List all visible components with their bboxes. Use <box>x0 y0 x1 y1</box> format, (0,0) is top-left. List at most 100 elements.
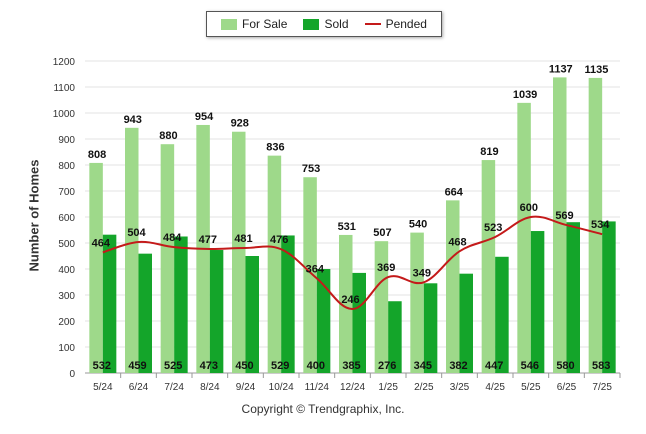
data-label-for-sale: 531 <box>338 221 356 233</box>
bar-sold <box>281 235 295 373</box>
y-tick-label: 0 <box>69 369 75 380</box>
x-tick-label: 1/25 <box>378 382 398 393</box>
x-tick-label: 2/25 <box>414 382 434 393</box>
bar-for-sale <box>517 102 531 374</box>
data-label-for-sale: 836 <box>266 142 284 154</box>
x-tick-label: 7/25 <box>592 382 612 393</box>
y-axis-label: Number of Homes <box>26 159 42 272</box>
y-tick-label: 1000 <box>53 109 76 120</box>
bar-for-sale <box>267 155 282 373</box>
bar-for-sale <box>160 144 175 373</box>
line-pended <box>102 215 603 311</box>
chart-legend: For Sale Sold Pended <box>206 11 442 37</box>
x-tick-label: 10/24 <box>269 382 294 393</box>
data-label-sold: 580 <box>556 360 574 372</box>
y-tick-label: 200 <box>58 317 75 328</box>
y-tick-label: 700 <box>58 187 75 198</box>
y-tick-label: 800 <box>58 161 75 172</box>
legend-item-for-sale[interactable]: For Sale <box>221 17 287 31</box>
data-label-pended: 484 <box>163 232 182 244</box>
x-tick-label: 8/24 <box>200 382 220 393</box>
legend-item-sold[interactable]: Sold <box>303 17 349 31</box>
data-label-for-sale: 1137 <box>549 63 573 75</box>
data-label-pended: 600 <box>520 202 538 214</box>
bar-for-sale <box>588 77 603 374</box>
bar-sold <box>316 269 331 373</box>
data-label-pended: 477 <box>199 234 217 246</box>
data-label-for-sale: 808 <box>88 149 106 161</box>
data-label-sold: 583 <box>592 360 610 372</box>
bar-for-sale <box>410 232 424 373</box>
bar-for-sale <box>232 131 246 373</box>
bar-for-sale <box>125 127 139 373</box>
bar-sold <box>388 301 402 373</box>
data-label-sold: 525 <box>164 360 182 372</box>
legend-label-pended: Pended <box>385 17 427 31</box>
data-label-sold: 473 <box>200 360 218 372</box>
data-label-sold: 276 <box>378 360 396 372</box>
bar-for-sale <box>553 77 567 373</box>
bar-for-sale <box>446 200 460 373</box>
data-label-for-sale: 507 <box>373 227 391 239</box>
data-label-pended: 534 <box>591 219 610 231</box>
bar-sold <box>174 236 188 373</box>
legend-label-sold: Sold <box>324 17 349 31</box>
data-label-for-sale: 753 <box>302 163 320 175</box>
bar-sold <box>102 234 117 373</box>
y-tick-label: 1200 <box>53 57 76 68</box>
data-label-for-sale: 664 <box>445 186 464 198</box>
bar-sold <box>459 273 473 373</box>
data-label-pended: 504 <box>127 227 146 239</box>
y-tick-label: 900 <box>58 135 75 146</box>
bar-sold <box>423 283 438 373</box>
data-label-pended: 481 <box>234 233 252 245</box>
legend-swatch-pended <box>364 23 381 25</box>
data-label-pended: 349 <box>413 267 431 279</box>
data-label-for-sale: 1039 <box>513 89 537 101</box>
bar-for-sale <box>303 177 317 373</box>
x-tick-label: 6/24 <box>129 382 149 393</box>
data-label-pended: 369 <box>377 262 395 274</box>
data-label-sold: 450 <box>235 360 253 372</box>
data-label-pended: 476 <box>270 234 288 246</box>
x-tick-label: 4/25 <box>485 382 505 393</box>
y-tick-label: 500 <box>58 239 75 250</box>
legend-swatch-for-sale <box>221 18 238 30</box>
legend-item-pended[interactable]: Pended <box>364 17 427 31</box>
data-label-sold: 447 <box>485 360 503 372</box>
data-label-pended: 364 <box>306 263 325 275</box>
data-label-for-sale: 540 <box>409 219 427 231</box>
bar-for-sale <box>374 241 389 373</box>
bar-sold <box>530 231 545 373</box>
bar-for-sale <box>481 160 496 373</box>
bar-for-sale <box>89 162 103 373</box>
x-tick-label: 9/24 <box>236 382 256 393</box>
bar-sold <box>209 250 224 373</box>
bar-sold <box>138 253 152 373</box>
bar-for-sale <box>339 234 353 373</box>
y-tick-label: 600 <box>58 213 75 224</box>
bar-sold <box>566 222 580 373</box>
data-label-pended: 468 <box>448 236 466 248</box>
y-tick-label: 400 <box>58 265 75 276</box>
x-tick-label: 12/24 <box>340 382 365 393</box>
legend-swatch-sold <box>303 18 320 30</box>
data-label-for-sale: 880 <box>159 130 177 142</box>
bar-sold <box>602 221 616 373</box>
data-label-pended: 246 <box>341 294 359 306</box>
bar-sold <box>352 272 366 373</box>
bar-sold <box>495 256 509 373</box>
data-label-pended: 464 <box>92 237 111 249</box>
x-tick-label: 6/25 <box>557 382 577 393</box>
x-tick-label: 3/25 <box>450 382 470 393</box>
y-tick-label: 300 <box>58 291 75 302</box>
bar-sold <box>245 256 259 373</box>
data-label-sold: 546 <box>521 360 539 372</box>
y-tick-label: 1100 <box>53 83 75 94</box>
data-label-sold: 382 <box>449 360 467 372</box>
data-label-sold: 385 <box>342 360 360 372</box>
x-tick-label: 5/24 <box>93 382 113 393</box>
data-label-for-sale: 928 <box>231 118 249 130</box>
y-tick-label: 100 <box>58 343 75 354</box>
